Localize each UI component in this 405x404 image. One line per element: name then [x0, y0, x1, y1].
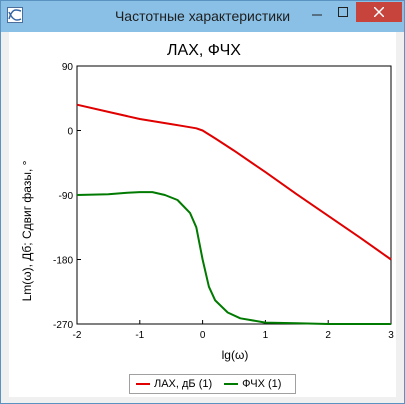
legend-label-lah: ЛАХ, дБ (1): [154, 378, 213, 390]
minimize-icon: [312, 14, 322, 16]
x-tick-label: 3: [388, 330, 394, 341]
legend-swatch-fch: [224, 383, 239, 385]
legend-label-fch: ФЧХ (1): [242, 378, 282, 390]
legend-item-lah: ЛАХ, дБ (1): [136, 378, 212, 390]
title-bar[interactable]: Частотные характеристики: [1, 1, 404, 32]
app-icon: [7, 7, 23, 23]
chart-svg: ЛАХ, ФЧХ Lm(ω), Дб; Сдвиг фазы, ° lg(ω) …: [20, 42, 394, 362]
x-axis-label: lg(ω): [222, 348, 249, 362]
y-tick-label: -270: [53, 320, 73, 331]
axis-ticks: -2 -1 0 1 2 3 90 0 -90 -180 -270: [53, 62, 394, 341]
legend-item-fch: ФЧХ (1): [224, 378, 281, 390]
close-icon: [374, 7, 384, 17]
x-tick-label: 0: [200, 330, 206, 341]
maximize-button[interactable]: [330, 2, 356, 22]
y-axis-label: Lm(ω), Дб; Сдвиг фазы, °: [20, 160, 34, 301]
series-group: [76, 103, 392, 325]
legend: ЛАХ, дБ (1) ФЧХ (1): [129, 374, 296, 394]
x-tick-label: 2: [325, 330, 331, 341]
minimize-button[interactable]: [304, 2, 330, 22]
series-fch-line: [76, 191, 391, 325]
y-tick-label: -90: [59, 191, 74, 202]
maximize-icon: [338, 7, 348, 17]
chart-area: ЛАХ, ФЧХ Lm(ω), Дб; Сдвиг фазы, ° lg(ω) …: [9, 32, 396, 397]
plot-frame: [76, 65, 392, 325]
series-lah-line: [76, 103, 392, 261]
y-tick-label: -180: [53, 256, 73, 267]
x-tick-label: 1: [263, 330, 269, 341]
close-button[interactable]: [356, 2, 402, 22]
x-tick-label: -1: [135, 330, 144, 341]
x-tick-label: -2: [73, 330, 82, 341]
chart-title: ЛАХ, ФЧХ: [167, 42, 241, 59]
y-tick-label: 0: [67, 127, 73, 138]
window-title: Частотные характеристики: [114, 8, 291, 24]
legend-swatch-lah: [136, 383, 150, 385]
y-tick-label: 90: [62, 62, 74, 73]
